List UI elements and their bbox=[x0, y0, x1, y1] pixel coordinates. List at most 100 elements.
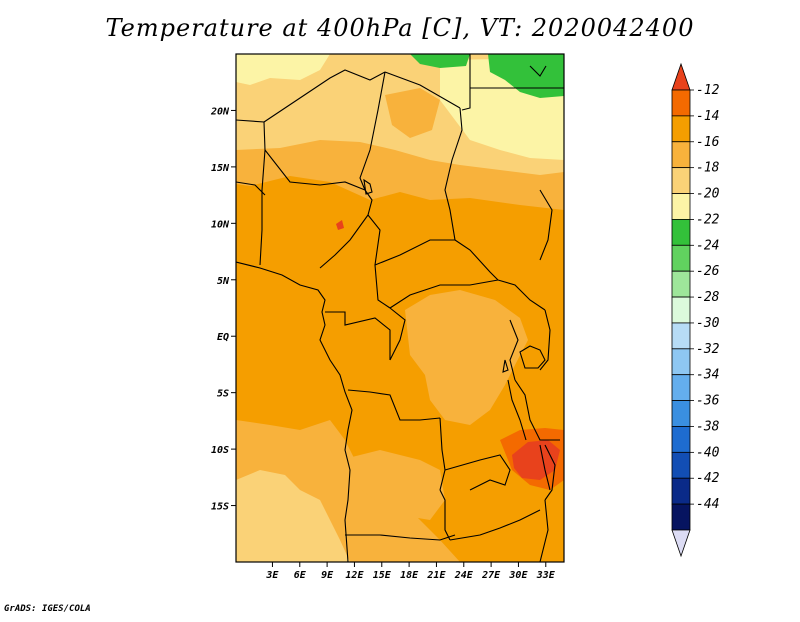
colorbar-label: -22 bbox=[696, 212, 720, 227]
border-angola-zambia bbox=[439, 489, 451, 541]
colorbar-label: -34 bbox=[696, 368, 719, 383]
colorbar-label: -30 bbox=[696, 316, 720, 331]
colorbar-box bbox=[671, 270, 691, 298]
border-malawi bbox=[544, 444, 556, 501]
colorbar-box bbox=[671, 296, 691, 324]
border-gabon-congo bbox=[325, 311, 391, 360]
field-lightorange-south bbox=[340, 450, 445, 520]
coastline-lake-kivu bbox=[502, 359, 509, 373]
field-green-northeast bbox=[488, 54, 564, 98]
colorbar-box bbox=[671, 451, 691, 479]
colorbar-label: -12 bbox=[696, 83, 720, 98]
country-borders bbox=[236, 54, 564, 562]
colorbar-label: -24 bbox=[696, 238, 719, 253]
lon-tick-label: 6E bbox=[294, 570, 307, 581]
border-angola-namibia bbox=[345, 534, 456, 541]
colorbar-label: -16 bbox=[696, 135, 720, 150]
colorbar-box bbox=[671, 219, 691, 246]
colorbar: -12 -14 -16 -18 -20 -22 -24 -26 -28 -30 -32 -34 -36 -… bbox=[671, 62, 720, 558]
colorbar-box bbox=[671, 400, 691, 427]
border-southsudan bbox=[497, 279, 546, 311]
colorbar-label: -26 bbox=[696, 264, 720, 279]
colorbar-box bbox=[671, 348, 691, 376]
field-yellow-southwest bbox=[236, 470, 350, 562]
colorbar-box bbox=[671, 115, 691, 143]
field-lightorange-congo bbox=[405, 290, 528, 425]
lon-tick-label: 27E bbox=[481, 570, 501, 581]
colorbar-box bbox=[671, 244, 691, 272]
lon-tick-label: 3E bbox=[265, 570, 279, 581]
border-congo-drc bbox=[389, 307, 406, 361]
colorbar-label: -28 bbox=[696, 290, 720, 305]
border-car-congo bbox=[374, 239, 455, 266]
colorbar-box bbox=[671, 167, 691, 194]
colorbar-box bbox=[671, 503, 691, 531]
coastline-nile bbox=[529, 65, 547, 77]
lon-tick-label: 18E bbox=[400, 570, 419, 581]
coastline-lake-tanganyika bbox=[507, 379, 527, 441]
lon-tick-label: 15E bbox=[373, 570, 392, 581]
colorbar-label: -36 bbox=[696, 394, 720, 409]
lon-axis: 3E 6E 9E 12E 15E 18E 21E 24E 27E 30E 33E bbox=[265, 562, 556, 581]
lat-tick-label: 15N bbox=[211, 163, 230, 174]
lon-tick-label: 12E bbox=[345, 570, 364, 581]
border-sudan-ethiopia bbox=[539, 189, 553, 261]
border-niger-chad bbox=[359, 71, 386, 191]
coastline-west-africa bbox=[236, 261, 353, 562]
lat-axis: 20N 15N 10N 5N EQ 5S 10S 15S bbox=[210, 106, 236, 513]
border-zambia-south bbox=[449, 509, 541, 541]
lat-tick-label: 20N bbox=[210, 106, 230, 117]
lon-tick-label: 21E bbox=[426, 570, 446, 581]
lon-tick-label: 24E bbox=[454, 570, 474, 581]
border-car-sudan bbox=[454, 239, 499, 281]
colorbar-box bbox=[671, 477, 691, 505]
border-libya-sudan bbox=[461, 54, 471, 111]
border-niger-nigeria bbox=[264, 149, 366, 191]
border-drc-zambia bbox=[444, 454, 511, 491]
chart-title: Temperature at 400hPa [C], VT: 202004240… bbox=[105, 14, 695, 42]
colorbar-triangle-bottom bbox=[671, 529, 691, 558]
border-uganda-kenya bbox=[539, 309, 551, 371]
lat-tick-label: 10N bbox=[211, 219, 230, 230]
border-chad-sudan bbox=[444, 107, 463, 241]
field-lightorange-patch-north bbox=[385, 88, 440, 138]
credit-label: GrADS: IGES/COLA bbox=[4, 604, 91, 614]
lon-tick-label: 33E bbox=[536, 570, 556, 581]
border-drc-angola-north bbox=[347, 389, 441, 421]
border-niger-libya bbox=[384, 71, 461, 109]
map-frame bbox=[235, 53, 565, 563]
border-mali-niger bbox=[236, 119, 266, 151]
lat-tick-label: 5N bbox=[217, 276, 230, 287]
colorbar-box bbox=[671, 426, 691, 453]
colorbar-label: -18 bbox=[696, 161, 720, 176]
lon-tick-label: 30E bbox=[508, 570, 528, 581]
colorbar-label: -20 bbox=[696, 187, 720, 202]
border-algeria-niger bbox=[263, 69, 386, 123]
field-green-north-small bbox=[410, 54, 470, 68]
coastline-lake-chad bbox=[363, 178, 373, 195]
border-benin-togo bbox=[259, 149, 266, 266]
lat-tick-label: EQ bbox=[217, 332, 229, 343]
field-lightorange-north bbox=[236, 140, 564, 210]
border-drc-uganda bbox=[509, 319, 519, 381]
field-red-small-nw bbox=[336, 220, 344, 230]
border-nigeria-cameroon bbox=[319, 189, 373, 269]
colorbar-label: -38 bbox=[696, 419, 720, 434]
colorbar-label: -40 bbox=[696, 445, 720, 460]
lat-tick-label: 10S bbox=[211, 445, 229, 456]
lon-tick-label: 9E bbox=[321, 570, 334, 581]
border-car-drc bbox=[389, 279, 499, 309]
colorbar-box bbox=[671, 374, 691, 401]
colorbar-label: -42 bbox=[696, 471, 720, 486]
lat-tick-label: 15S bbox=[211, 502, 229, 513]
border-tanzania bbox=[514, 379, 560, 441]
colorbar-label: -32 bbox=[696, 342, 720, 357]
border-drc-angola-east bbox=[439, 417, 446, 491]
colorbar-label: -14 bbox=[696, 109, 719, 124]
border-mozambique bbox=[539, 499, 549, 562]
colorbar-label: -44 bbox=[696, 497, 719, 512]
colorbar-box bbox=[671, 193, 691, 220]
temperature-field bbox=[236, 54, 564, 562]
